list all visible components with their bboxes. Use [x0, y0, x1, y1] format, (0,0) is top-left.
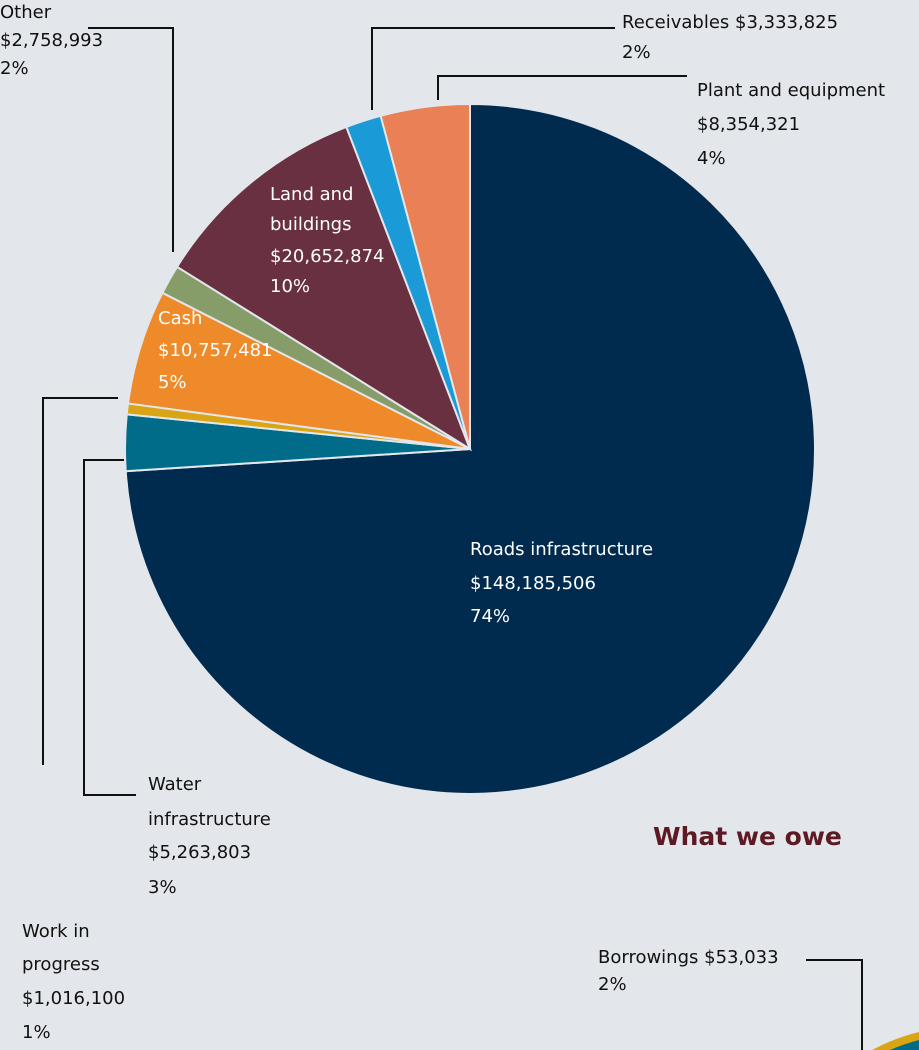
- leader-lines: [42, 27, 863, 1050]
- label-water-percent: 3%: [148, 877, 177, 898]
- label-plant-percent: 4%: [697, 148, 726, 169]
- label-wip-percent: 1%: [22, 1022, 51, 1043]
- label-plant-name: Plant and equipment: [697, 80, 885, 101]
- label-plant-value: $8,354,321: [697, 114, 800, 135]
- label-borrowings-percent: 2%: [598, 974, 627, 995]
- label-land-name-2: buildings: [270, 214, 351, 235]
- label-wip-name-1: Work in: [22, 921, 90, 942]
- leader-line-borrowings: [806, 959, 863, 1050]
- label-other-percent: 2%: [0, 58, 29, 79]
- label-land-percent: 10%: [270, 276, 310, 297]
- label-wip-value: $1,016,100: [22, 988, 125, 1009]
- label-borrowings-name-value: Borrowings $53,033: [598, 947, 779, 968]
- label-other: Other $2,758,993 2%: [0, 2, 109, 79]
- label-roads-percent: 74%: [470, 606, 510, 627]
- second-pie-fragment: [872, 1032, 919, 1050]
- label-land-and-buildings: Land and buildings $20,652,874 10%: [270, 184, 390, 297]
- label-cash-name: Cash: [158, 308, 202, 329]
- leader-line-water: [83, 459, 136, 796]
- label-wip-name-2: progress: [22, 954, 100, 975]
- second-pie-slice-other: [890, 1040, 919, 1050]
- label-plant-and-equipment: Plant and equipment $8,354,321 4%: [697, 80, 891, 169]
- label-roads-name: Roads infrastructure: [470, 539, 653, 560]
- label-water-value: $5,263,803: [148, 842, 251, 863]
- leader-line-receivables: [371, 27, 615, 110]
- label-receivables-name-value: Receivables $3,333,825: [622, 12, 838, 33]
- pie-slice-plant-and-equipment: [379, 102, 471, 450]
- label-water-infrastructure: Water infrastructure $5,263,803 3%: [148, 774, 277, 898]
- leader-line-work-in-progress: [42, 397, 118, 765]
- label-other-name: Other: [0, 2, 52, 23]
- label-other-value: $2,758,993: [0, 30, 103, 51]
- label-land-name-1: Land and: [270, 184, 353, 205]
- label-water-name-1: Water: [148, 774, 202, 795]
- label-roads-value: $148,185,506: [470, 573, 596, 594]
- label-water-name-2: infrastructure: [148, 809, 271, 830]
- label-receivables: Receivables $3,333,825 2%: [622, 12, 844, 63]
- label-land-value: $20,652,874: [270, 246, 385, 267]
- label-cash: Cash $10,757,481 5%: [158, 308, 278, 393]
- label-cash-value: $10,757,481: [158, 340, 273, 361]
- leader-line-plant: [437, 75, 687, 100]
- pie-slice-land-and-buildings: [175, 125, 473, 452]
- label-work-in-progress: Work in progress $1,016,100 1%: [22, 921, 131, 1043]
- label-receivables-percent: 2%: [622, 42, 651, 63]
- section-heading-what-we-owe: What we owe: [653, 822, 842, 851]
- pie-slices: [124, 102, 816, 795]
- leader-line-other: [88, 27, 174, 252]
- label-cash-percent: 5%: [158, 372, 187, 393]
- label-borrowings: Borrowings $53,033 2%: [598, 947, 784, 995]
- label-roads-infrastructure: Roads infrastructure $148,185,506 74%: [470, 539, 659, 627]
